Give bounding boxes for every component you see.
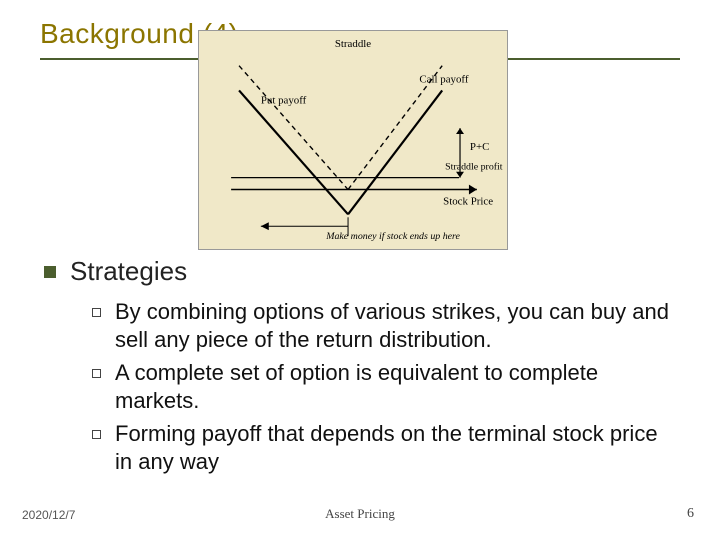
sub-bullet-item: Forming payoff that depends on the termi… — [92, 420, 672, 475]
x-axis-label: Stock Price — [443, 195, 493, 207]
call-payoff-label: Call payoff — [419, 74, 468, 86]
sub-bullet-text: A complete set of option is equivalent t… — [115, 359, 672, 414]
profit-label: Straddle profit — [445, 162, 503, 173]
sub-bullet-square-icon — [92, 308, 101, 317]
straddle-diagram: Straddle Stock Price Straddle profit Put… — [198, 30, 508, 250]
straddle-right — [348, 90, 442, 214]
pc-arrow-up — [456, 128, 464, 134]
x-axis-arrow — [469, 185, 477, 195]
bullet-strategies: Strategies — [44, 256, 187, 287]
footer-page-number: 6 — [687, 506, 694, 522]
make-money-arrowhead — [261, 222, 269, 230]
sub-bullet-list: By combining options of various strikes,… — [92, 298, 672, 481]
sub-bullet-text: By combining options of various strikes,… — [115, 298, 672, 353]
bullet-square-icon — [44, 266, 56, 278]
footer-center: Asset Pricing — [0, 506, 720, 522]
sub-bullet-text: Forming payoff that depends on the termi… — [115, 420, 672, 475]
sub-bullet-item: By combining options of various strikes,… — [92, 298, 672, 353]
bullet-main-text: Strategies — [70, 256, 187, 287]
sub-bullet-item: A complete set of option is equivalent t… — [92, 359, 672, 414]
sub-bullet-square-icon — [92, 430, 101, 439]
footer: 2020/12/7 Asset Pricing 6 — [0, 508, 720, 522]
put-payoff-label: Put payoff — [261, 94, 307, 106]
make-money-label: Make money if stock ends up here — [325, 231, 460, 242]
pc-label: P+C — [470, 141, 489, 153]
straddle-left — [239, 90, 348, 214]
put-payoff-line — [239, 66, 348, 190]
sub-bullet-square-icon — [92, 369, 101, 378]
diagram-label-straddle: Straddle — [335, 38, 371, 50]
pc-arrow-down — [456, 172, 464, 178]
